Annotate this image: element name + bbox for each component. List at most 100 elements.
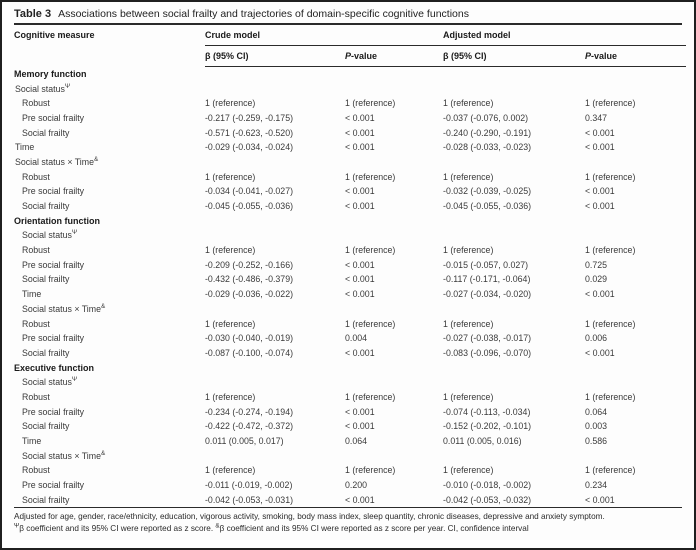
- row-label: Memory function: [14, 68, 87, 79]
- table-row: Pre social frailty -0.030 (-0.040, -0.01…: [14, 331, 686, 346]
- cell-pvalue-adjusted: < 0.001: [585, 127, 615, 138]
- cell-beta-crude: [205, 67, 345, 82]
- cell-beta-adjusted: -0.117 (-0.171, -0.064): [443, 274, 531, 285]
- table-row: Pre social frailty -0.011 (-0.019, -0.00…: [14, 478, 686, 493]
- row-label: Pre social frailty: [22, 259, 85, 270]
- cell-pvalue-crude: [345, 155, 443, 170]
- cell-pvalue-crude: 1 (reference): [345, 318, 396, 329]
- table-row: Social statusΨ: [14, 228, 686, 243]
- cell-pvalue-crude: [345, 375, 443, 390]
- header-cognitive-measure: Cognitive measure: [14, 30, 95, 40]
- cell-beta-crude: -0.571 (-0.623, -0.520): [205, 127, 294, 138]
- table-row: Memory function: [14, 67, 686, 82]
- cell-beta-adjusted: -0.010 (-0.018, -0.002): [443, 480, 532, 491]
- cell-beta-adjusted: [443, 228, 585, 243]
- table-row: Robust 1 (reference) 1 (reference) 1 (re…: [14, 463, 686, 478]
- table-row: Social statusΨ: [14, 81, 686, 96]
- cell-beta-adjusted: [443, 375, 585, 390]
- table-row: Time -0.029 (-0.034, -0.024) < 0.001 -0.…: [14, 140, 686, 155]
- cell-pvalue-adjusted: [585, 360, 686, 375]
- cell-beta-adjusted: -0.027 (-0.038, -0.017): [443, 333, 532, 344]
- cell-beta-adjusted: -0.037 (-0.076, 0.002): [443, 112, 529, 123]
- cell-beta-adjusted: 1 (reference): [443, 391, 494, 402]
- footnote-marker: &: [100, 302, 106, 310]
- cell-pvalue-crude: 0.004: [345, 333, 368, 344]
- cell-pvalue-crude: 1 (reference): [345, 98, 396, 109]
- cell-beta-adjusted: 0.011 (0.005, 0.016): [443, 436, 522, 447]
- cell-pvalue-crude: 0.200: [345, 480, 368, 491]
- cell-pvalue-adjusted: [585, 81, 686, 96]
- cell-pvalue-crude: [345, 302, 443, 317]
- table-row: Pre social frailty -0.217 (-0.259, -0.17…: [14, 111, 686, 126]
- header-sub-row: β (95% CI) P-value β (95% CI) P-value: [14, 45, 687, 67]
- cell-beta-crude: -0.029 (-0.036, -0.022): [205, 289, 294, 300]
- cell-pvalue-adjusted: 0.029: [585, 274, 608, 285]
- cell-beta-crude: 1 (reference): [205, 171, 256, 182]
- row-label: Social frailty: [22, 421, 70, 432]
- cell-beta-adjusted: -0.032 (-0.039, -0.025): [443, 186, 532, 197]
- results-table: Cognitive measure Crude model Adjusted m…: [14, 25, 687, 507]
- cell-pvalue-adjusted: 1 (reference): [585, 98, 636, 109]
- cell-beta-crude: -0.045 (-0.055, -0.036): [205, 201, 294, 212]
- row-label: Time: [22, 436, 42, 447]
- table-row: Time -0.029 (-0.036, -0.022) < 0.001 -0.…: [14, 287, 686, 302]
- cell-beta-crude: 1 (reference): [205, 465, 256, 476]
- cell-pvalue-adjusted: < 0.001: [585, 201, 615, 212]
- cell-pvalue-adjusted: 0.064: [585, 406, 608, 417]
- row-label: Social frailty: [22, 347, 70, 358]
- cell-pvalue-crude: < 0.001: [345, 259, 375, 270]
- cell-beta-crude: [205, 448, 345, 463]
- footnote-marker: Ψ: [64, 82, 71, 90]
- cell-pvalue-adjusted: 0.347: [585, 112, 608, 123]
- table-header: Cognitive measure Crude model Adjusted m…: [14, 25, 687, 67]
- row-label: Social status × Time&: [22, 302, 106, 314]
- cell-beta-crude: 1 (reference): [205, 245, 256, 256]
- cell-pvalue-crude: [345, 67, 443, 82]
- cell-beta-crude: -0.432 (-0.486, -0.379): [205, 274, 294, 285]
- table-row: Social status × Time&: [14, 302, 686, 317]
- cell-pvalue-adjusted: < 0.001: [585, 289, 615, 300]
- cell-pvalue-crude: [345, 228, 443, 243]
- cell-beta-crude: -0.011 (-0.019, -0.002): [205, 480, 293, 491]
- footnote-marker: &: [100, 449, 106, 457]
- cell-beta-adjusted: [443, 155, 585, 170]
- cell-pvalue-crude: [345, 213, 443, 228]
- table-row: Social status × Time&: [14, 448, 686, 463]
- cell-beta-crude: [205, 360, 345, 375]
- cell-beta-adjusted: -0.042 (-0.053, -0.032): [443, 494, 532, 505]
- cell-pvalue-adjusted: 1 (reference): [585, 318, 636, 329]
- table-row: Time 0.011 (0.005, 0.017) 0.064 0.011 (0…: [14, 434, 686, 449]
- cell-pvalue-adjusted: [585, 67, 686, 82]
- cell-beta-adjusted: [443, 360, 585, 375]
- cell-pvalue-adjusted: [585, 448, 686, 463]
- table-row: Executive function: [14, 360, 686, 375]
- cell-beta-crude: -0.034 (-0.041, -0.027): [205, 186, 294, 197]
- cell-pvalue-crude: < 0.001: [345, 201, 375, 212]
- table-row: Social frailty -0.045 (-0.055, -0.036) <…: [14, 199, 686, 214]
- row-label: Social frailty: [22, 127, 70, 138]
- cell-pvalue-adjusted: 1 (reference): [585, 465, 636, 476]
- cell-beta-adjusted: -0.074 (-0.113, -0.034): [443, 406, 531, 417]
- row-label: Executive function: [14, 362, 95, 373]
- cell-beta-crude: -0.422 (-0.472, -0.372): [205, 421, 294, 432]
- cell-pvalue-crude: 1 (reference): [345, 465, 396, 476]
- row-label: Pre social frailty: [22, 406, 85, 417]
- row-label: Pre social frailty: [22, 333, 85, 344]
- footnote-marker: Ψ: [71, 376, 78, 384]
- cell-beta-crude: [205, 81, 345, 96]
- bottom-rule: [14, 507, 682, 509]
- table-caption: Table 3 Associations between social frail…: [14, 6, 682, 22]
- table-row: Pre social frailty -0.234 (-0.274, -0.19…: [14, 404, 686, 419]
- cell-beta-crude: -0.042 (-0.053, -0.031): [205, 494, 294, 505]
- row-label: Robust: [22, 391, 50, 402]
- table-row: Robust 1 (reference) 1 (reference) 1 (re…: [14, 390, 686, 405]
- header-adjusted-model: Adjusted model: [443, 25, 687, 46]
- cell-beta-adjusted: -0.015 (-0.057, 0.027): [443, 259, 529, 270]
- table-row: Orientation function: [14, 213, 686, 228]
- cell-beta-crude: [205, 213, 345, 228]
- cell-beta-adjusted: -0.028 (-0.033, -0.023): [443, 142, 532, 153]
- cell-beta-crude: -0.234 (-0.274, -0.194): [205, 406, 294, 417]
- cell-pvalue-crude: [345, 81, 443, 96]
- table-row: Social statusΨ: [14, 375, 686, 390]
- row-label: Robust: [22, 465, 50, 476]
